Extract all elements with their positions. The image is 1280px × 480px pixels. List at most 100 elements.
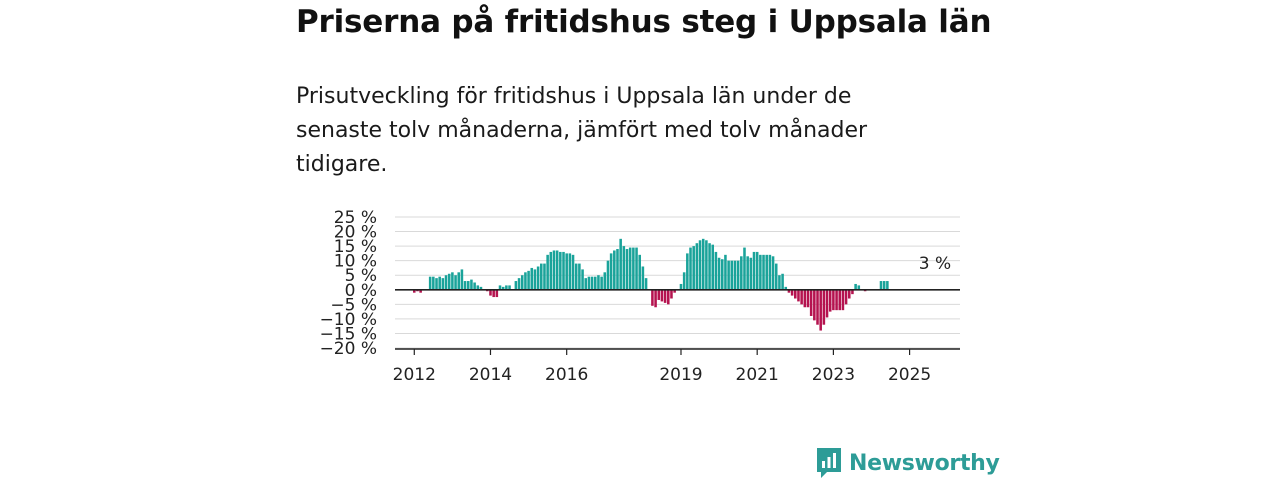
bar — [822, 289, 826, 325]
bar — [730, 260, 734, 290]
bar — [774, 263, 778, 290]
bar — [635, 247, 638, 290]
bar — [800, 289, 803, 305]
bar — [740, 256, 743, 290]
bar — [555, 250, 559, 290]
bar — [641, 266, 645, 290]
bar — [441, 278, 445, 290]
bar — [711, 244, 715, 290]
bar — [530, 267, 534, 290]
bar — [546, 254, 549, 290]
bar — [473, 282, 476, 290]
bar — [809, 289, 813, 316]
bar — [762, 254, 765, 290]
x-tick-label: 2012 — [393, 365, 436, 385]
bar — [638, 254, 641, 290]
bar — [597, 275, 600, 290]
chart-title: Priserna på fritidshus steg i Uppsala lä… — [296, 4, 992, 40]
bar — [835, 289, 838, 311]
bar — [444, 275, 448, 290]
bar — [803, 289, 807, 308]
bar — [654, 289, 657, 308]
bar — [460, 269, 464, 290]
bar — [844, 289, 848, 305]
bar — [765, 254, 768, 290]
bar — [428, 276, 432, 290]
y-tick-label: −20 % — [320, 339, 377, 359]
bar — [505, 285, 508, 290]
bar — [432, 276, 435, 290]
bar — [632, 247, 635, 290]
bar — [619, 238, 622, 290]
bar — [717, 257, 721, 290]
y-tick-label: 10 % — [334, 252, 377, 272]
bar — [559, 251, 562, 290]
bar — [755, 251, 759, 290]
bar — [609, 253, 613, 290]
bar — [413, 289, 416, 293]
bar — [457, 272, 461, 290]
bar — [797, 289, 800, 302]
bar — [568, 253, 572, 290]
gridlines — [395, 216, 960, 349]
bar — [549, 251, 553, 290]
bar — [540, 263, 543, 290]
bar — [517, 278, 521, 290]
bar — [470, 279, 473, 290]
bar — [533, 269, 537, 290]
bar — [625, 249, 629, 290]
bar — [593, 276, 597, 290]
bar — [698, 240, 702, 290]
bar — [701, 238, 705, 290]
bar — [663, 289, 667, 303]
bar — [574, 263, 578, 290]
bar — [832, 289, 835, 311]
bar — [752, 251, 756, 290]
bar — [613, 250, 616, 290]
y-tick-label: −10 % — [320, 310, 377, 330]
bar — [644, 278, 648, 290]
bar — [571, 254, 575, 290]
bar — [463, 281, 467, 290]
bar — [419, 289, 422, 293]
chart-subtitle: Prisutveckling för fritidshus i Uppsala … — [296, 84, 868, 177]
bar — [562, 251, 565, 290]
newsworthy-brand[interactable]: Newsworthy — [815, 446, 1000, 480]
x-tick-label: 2016 — [545, 365, 588, 385]
y-tick-label: −5 % — [330, 295, 377, 315]
bar — [854, 283, 857, 290]
bar — [495, 289, 499, 298]
bar — [781, 273, 784, 290]
bar — [714, 251, 718, 290]
bar — [784, 286, 788, 290]
bar — [787, 289, 791, 293]
bar — [527, 270, 530, 290]
bar — [600, 276, 603, 290]
bar — [705, 240, 708, 290]
bar — [746, 256, 749, 290]
bar — [524, 272, 527, 290]
bar — [489, 289, 492, 296]
bar — [435, 278, 438, 290]
bar — [759, 254, 762, 290]
bar — [501, 286, 505, 290]
bar — [520, 275, 524, 290]
bar — [670, 289, 673, 299]
bar — [454, 275, 457, 290]
bar — [587, 276, 591, 290]
bar — [828, 289, 832, 312]
bar — [492, 289, 495, 298]
bar — [451, 272, 454, 290]
bar — [825, 289, 829, 318]
y-tick-label: 15 % — [334, 237, 377, 257]
bar — [651, 289, 654, 306]
bar — [733, 260, 737, 290]
bar — [686, 253, 689, 290]
bar — [882, 281, 886, 290]
bar — [584, 278, 588, 290]
bar — [743, 247, 746, 290]
bar — [724, 254, 727, 290]
bar — [657, 289, 661, 300]
bar — [667, 289, 670, 305]
